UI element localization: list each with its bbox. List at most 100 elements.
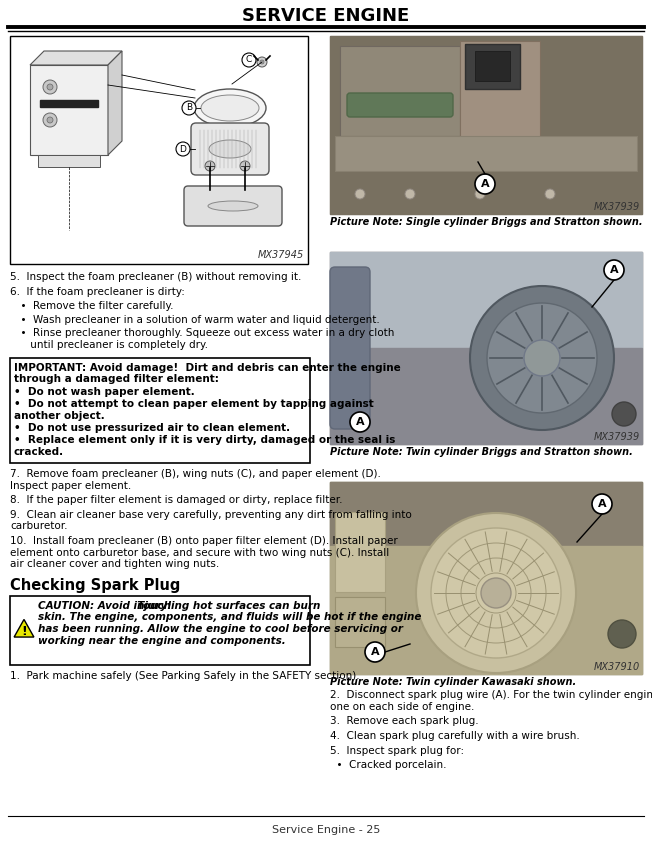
Circle shape xyxy=(612,402,636,426)
Text: Checking Spark Plug: Checking Spark Plug xyxy=(10,578,181,593)
Circle shape xyxy=(47,84,53,90)
Ellipse shape xyxy=(209,140,251,158)
Circle shape xyxy=(47,117,53,123)
Text: 8.  If the paper filter element is damaged or dirty, replace filter.: 8. If the paper filter element is damage… xyxy=(10,495,342,505)
Bar xyxy=(340,46,460,136)
Bar xyxy=(30,65,108,155)
Bar xyxy=(475,51,510,81)
Text: 2.  Disconnect spark plug wire (A). For the twin cylinder engines, there is
one : 2. Disconnect spark plug wire (A). For t… xyxy=(330,690,652,711)
Bar xyxy=(40,100,98,107)
Text: 5.  Inspect the foam precleaner (B) without removing it.: 5. Inspect the foam precleaner (B) witho… xyxy=(10,272,301,282)
Circle shape xyxy=(470,286,614,430)
Bar xyxy=(335,136,637,171)
Text: Picture Note: Twin cylinder Briggs and Stratton shown.: Picture Note: Twin cylinder Briggs and S… xyxy=(330,447,633,457)
Text: •  Cracked porcelain.: • Cracked porcelain. xyxy=(330,760,447,770)
Text: 6.  If the foam precleaner is dirty:: 6. If the foam precleaner is dirty: xyxy=(10,286,185,296)
Text: IMPORTANT: Avoid damage!  Dirt and debris can enter the engine
through a damaged: IMPORTANT: Avoid damage! Dirt and debris… xyxy=(14,363,401,384)
Text: 5.  Inspect spark plug for:: 5. Inspect spark plug for: xyxy=(330,745,464,755)
Text: 10.  Install foam precleaner (B) onto paper filter element (D). Install paper
el: 10. Install foam precleaner (B) onto pap… xyxy=(10,536,398,569)
Text: MX37945: MX37945 xyxy=(258,250,304,260)
Bar xyxy=(330,36,642,214)
Text: Picture Note: Single cylinder Briggs and Stratton shown.: Picture Note: Single cylinder Briggs and… xyxy=(330,217,643,227)
Text: A: A xyxy=(481,179,489,189)
Circle shape xyxy=(43,80,57,94)
Polygon shape xyxy=(14,620,34,637)
Circle shape xyxy=(524,340,560,376)
Text: •  Do not use pressurized air to clean element.: • Do not use pressurized air to clean el… xyxy=(14,423,290,433)
Text: CAUTION: Avoid injury!: CAUTION: Avoid injury! xyxy=(38,601,172,611)
Circle shape xyxy=(608,620,636,648)
Bar xyxy=(330,252,642,444)
Bar xyxy=(330,36,642,214)
Text: !: ! xyxy=(21,625,27,638)
Circle shape xyxy=(260,60,264,64)
Circle shape xyxy=(43,113,57,127)
FancyBboxPatch shape xyxy=(330,267,370,429)
Circle shape xyxy=(350,412,370,432)
Text: B: B xyxy=(186,104,192,113)
Circle shape xyxy=(475,174,495,194)
Bar xyxy=(460,41,540,141)
Circle shape xyxy=(176,142,190,156)
Circle shape xyxy=(592,494,612,514)
Text: •  Do not wash paper element.: • Do not wash paper element. xyxy=(14,386,195,397)
Circle shape xyxy=(487,303,597,413)
Bar xyxy=(335,597,385,647)
FancyBboxPatch shape xyxy=(191,123,269,175)
Circle shape xyxy=(205,161,215,171)
FancyBboxPatch shape xyxy=(184,186,282,226)
Bar xyxy=(330,252,642,444)
Polygon shape xyxy=(108,51,122,155)
Text: Service Engine - 25: Service Engine - 25 xyxy=(272,825,380,835)
Text: MX37939: MX37939 xyxy=(594,432,640,442)
Text: A: A xyxy=(610,265,618,275)
Circle shape xyxy=(257,57,267,67)
Text: Picture Note: Twin cylinder Kawasaki shown.: Picture Note: Twin cylinder Kawasaki sho… xyxy=(330,677,576,687)
Circle shape xyxy=(355,189,365,199)
Circle shape xyxy=(405,189,415,199)
Text: A: A xyxy=(356,417,364,427)
Bar xyxy=(330,482,642,674)
Bar xyxy=(465,44,520,89)
Text: MX37910: MX37910 xyxy=(594,662,640,672)
Text: MX37939: MX37939 xyxy=(594,202,640,212)
Circle shape xyxy=(475,189,485,199)
Circle shape xyxy=(545,189,555,199)
Text: •  Rinse precleaner thoroughly. Squeeze out excess water in a dry cloth
     unt: • Rinse precleaner thoroughly. Squeeze o… xyxy=(14,328,394,350)
Ellipse shape xyxy=(201,95,259,121)
Text: A: A xyxy=(598,499,606,509)
Text: 7.  Remove foam precleaner (B), wing nuts (C), and paper element (D).
Inspect pa: 7. Remove foam precleaner (B), wing nuts… xyxy=(10,469,381,491)
Bar xyxy=(38,155,100,167)
Text: •  Wash precleaner in a solution of warm water and liquid detergent.: • Wash precleaner in a solution of warm … xyxy=(14,315,379,325)
Bar xyxy=(330,546,642,674)
Circle shape xyxy=(182,101,196,115)
Circle shape xyxy=(604,260,624,280)
Bar xyxy=(330,482,642,546)
Text: •  Remove the filter carefully.: • Remove the filter carefully. xyxy=(14,301,173,312)
Text: 4.  Clean spark plug carefully with a wire brush.: 4. Clean spark plug carefully with a wir… xyxy=(330,731,580,741)
Text: Touching hot surfaces can burn: Touching hot surfaces can burn xyxy=(130,601,321,611)
Bar xyxy=(335,512,385,592)
Text: 1.  Park machine safely (See Parking Safely in the SAFETY section).: 1. Park machine safely (See Parking Safe… xyxy=(10,671,360,681)
Text: •  Do not attempt to clean paper element by tapping against
another object.: • Do not attempt to clean paper element … xyxy=(14,399,374,420)
Text: 9.  Clean air cleaner base very carefully, preventing any dirt from falling into: 9. Clean air cleaner base very carefully… xyxy=(10,509,412,531)
Circle shape xyxy=(431,528,561,658)
Text: D: D xyxy=(179,145,186,153)
Text: •  Replace element only if it is very dirty, damaged or the seal is
cracked.: • Replace element only if it is very dir… xyxy=(14,435,395,456)
Circle shape xyxy=(365,642,385,662)
Text: 3.  Remove each spark plug.: 3. Remove each spark plug. xyxy=(330,717,479,727)
Circle shape xyxy=(240,161,250,171)
Bar xyxy=(330,482,642,674)
Ellipse shape xyxy=(194,89,266,127)
Text: SERVICE ENGINE: SERVICE ENGINE xyxy=(243,7,409,25)
Polygon shape xyxy=(30,51,122,65)
Bar xyxy=(10,358,310,463)
Text: skin. The engine, components, and fluids will be hot if the engine
has been runn: skin. The engine, components, and fluids… xyxy=(38,612,421,646)
Text: C: C xyxy=(246,56,252,65)
Bar xyxy=(10,36,308,264)
Circle shape xyxy=(416,513,576,673)
Circle shape xyxy=(481,578,511,608)
Bar xyxy=(330,348,642,444)
Text: A: A xyxy=(371,647,379,657)
Bar xyxy=(10,596,310,665)
